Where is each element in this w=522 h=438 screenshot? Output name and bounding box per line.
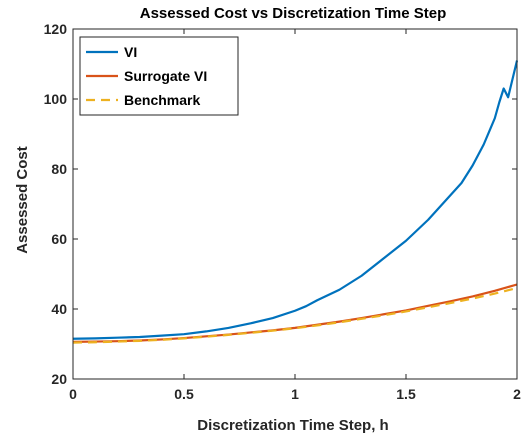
x-tick-label: 1 xyxy=(291,386,299,402)
y-tick-label: 100 xyxy=(44,91,68,107)
series-line-surrogate-vi xyxy=(72,283,518,343)
chart-title: Assessed Cost vs Discretization Time Ste… xyxy=(140,5,447,22)
legend-label: VI xyxy=(124,44,137,60)
plot-area xyxy=(72,60,519,344)
legend-label: Benchmark xyxy=(124,92,200,108)
x-tick-label: 2 xyxy=(513,386,521,402)
y-tick-label: 60 xyxy=(51,231,67,247)
series-line-vi xyxy=(72,60,519,340)
legend-label: Surrogate VI xyxy=(124,68,207,84)
legend: VI Surrogate VI Benchmark xyxy=(79,36,239,116)
y-tick-label: 120 xyxy=(44,21,68,37)
x-tick-label: 0 xyxy=(69,386,77,402)
y-tick-label: 40 xyxy=(51,301,67,317)
y-axis-label: Assessed Cost xyxy=(14,146,31,254)
series-line-benchmark xyxy=(72,286,518,344)
x-tick-label: 1.5 xyxy=(396,386,416,402)
y-tick-label: 80 xyxy=(51,161,67,177)
ticks: 0 0.5 1 1.5 2 20 40 60 80 100 120 xyxy=(44,21,521,402)
y-tick-label: 20 xyxy=(51,371,67,387)
x-axis-label: Discretization Time Step, h xyxy=(197,417,388,434)
x-tick-label: 0.5 xyxy=(174,386,194,402)
